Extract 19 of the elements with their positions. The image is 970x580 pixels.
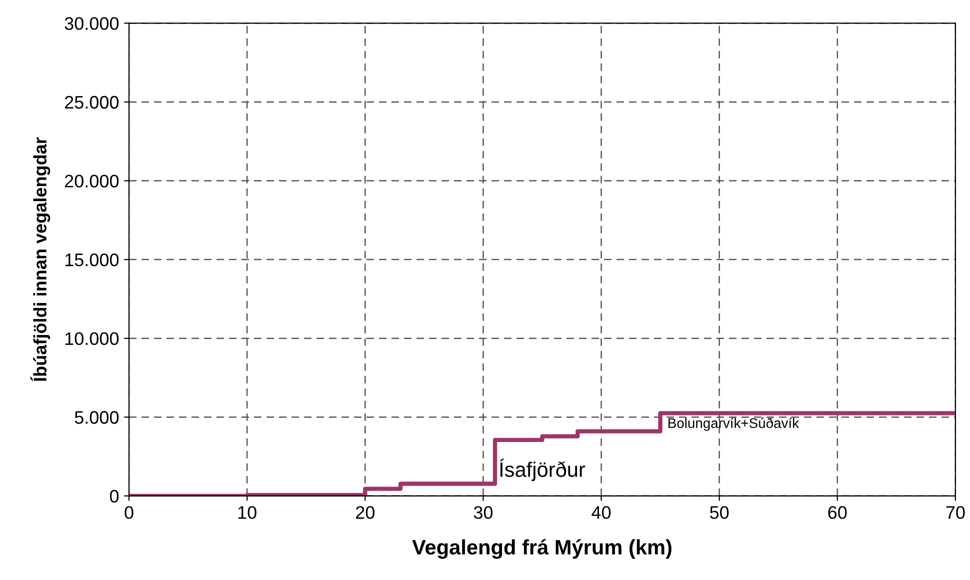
x-tick-label: 20 (356, 506, 374, 519)
y-tick-label: 0 (110, 490, 119, 503)
x-tick-label: 70 (946, 506, 965, 519)
annotation: Bolungarvík+Súðavík (668, 418, 800, 431)
x-tick-label: 0 (124, 506, 134, 519)
y-tick-label: 15.000 (65, 253, 119, 266)
y-tick-label: 25.000 (64, 96, 119, 109)
y-tick-label: 30.000 (64, 17, 119, 30)
x-tick-label: 50 (710, 506, 729, 519)
y-tick-label: 10.000 (65, 332, 119, 346)
x-tick-label: 30 (474, 506, 493, 519)
y-tick-label: 5.000 (74, 411, 119, 424)
x-tick-label: 60 (828, 506, 847, 519)
x-tick-label: 40 (592, 506, 611, 519)
y-tick-label: 20.000 (64, 174, 119, 188)
x-axis-title: Vegalengd frá Mýrum (km) (412, 539, 672, 559)
x-tick-label: 10 (238, 506, 256, 519)
y-axis-title: Íbúafjöldi innan vegalengdar (30, 137, 50, 382)
annotation: Ísafjörður (500, 458, 586, 482)
